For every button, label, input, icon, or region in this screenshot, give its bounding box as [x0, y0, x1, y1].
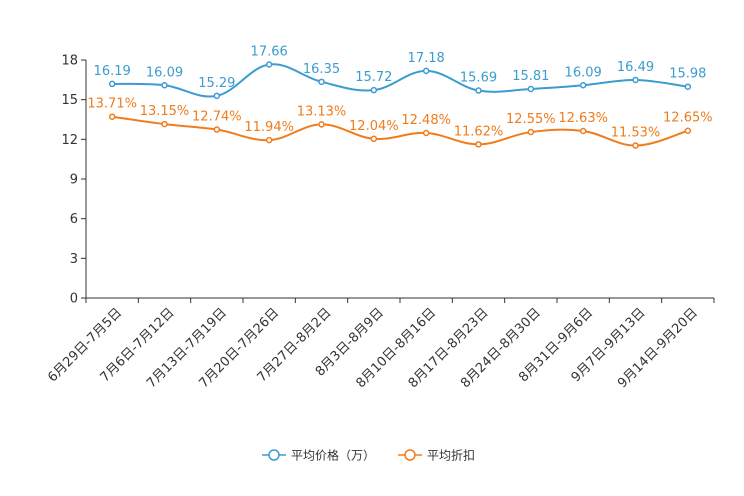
data-label: 17.66: [251, 44, 288, 59]
legend[interactable]: 平均价格（万） 平均折扣: [262, 448, 475, 463]
y-tick-label: 0: [70, 292, 78, 307]
data-point[interactable]: [422, 129, 430, 137]
series-line: [112, 63, 688, 98]
data-label: 12.55%: [506, 112, 556, 127]
y-tick-label: 9: [70, 173, 78, 188]
y-tick-label: 6: [70, 212, 78, 227]
data-label: 15.69: [460, 71, 497, 86]
data-label: 17.18: [408, 51, 445, 66]
data-label: 11.62%: [454, 124, 504, 139]
data-point[interactable]: [527, 85, 535, 93]
series-line: [112, 115, 689, 147]
data-point[interactable]: [632, 142, 639, 149]
data-point[interactable]: [579, 127, 587, 135]
data-label: 13.13%: [297, 104, 347, 119]
data-point[interactable]: [632, 76, 639, 84]
data-point[interactable]: [161, 120, 168, 128]
data-point[interactable]: [265, 136, 273, 144]
data-point[interactable]: [475, 87, 482, 94]
data-point[interactable]: [370, 86, 378, 94]
data-label: 11.53%: [611, 126, 661, 141]
data-label: 13.15%: [140, 104, 190, 119]
data-point[interactable]: [422, 67, 430, 75]
data-label: 13.71%: [87, 97, 137, 112]
y-tick-label: 18: [61, 54, 78, 69]
data-label: 16.09: [146, 65, 183, 80]
data-point[interactable]: [318, 78, 325, 86]
data-label: 15.72: [355, 70, 392, 85]
data-point[interactable]: [161, 82, 168, 89]
series-2: 13.71% 13.15% 12.74%11.94%13.13%12.04% 12.4…: [87, 97, 713, 149]
data-label: 16.09: [565, 65, 602, 80]
data-label: 12.74%: [192, 110, 242, 125]
legend-item-1[interactable]: 平均价格（万）: [262, 448, 375, 463]
data-label: 12.04%: [349, 119, 399, 134]
data-label: 12.65%: [663, 111, 713, 126]
data-point[interactable]: [527, 128, 535, 136]
data-point[interactable]: [579, 82, 587, 89]
legend-label: 平均价格（万）: [291, 448, 375, 463]
y-tick-label: 12: [61, 133, 78, 148]
data-label: 11.94%: [244, 120, 294, 135]
data-label: 12.63%: [558, 111, 608, 126]
y-tick-label: 15: [61, 93, 78, 108]
data-point[interactable]: [265, 61, 273, 68]
data-point[interactable]: [684, 127, 692, 134]
data-label: 12.48%: [401, 113, 451, 128]
legend-marker: [404, 449, 416, 461]
data-point[interactable]: [213, 92, 221, 100]
data-point[interactable]: [684, 83, 692, 90]
legend-marker: [268, 449, 280, 461]
data-point[interactable]: [108, 80, 116, 88]
y-tick-label: 3: [70, 252, 78, 267]
data-label: 15.29: [198, 76, 235, 91]
data-point[interactable]: [318, 121, 325, 128]
data-label: 15.81: [512, 69, 549, 84]
legend-item-2[interactable]: 平均折扣: [398, 448, 475, 463]
series-lines: 16.19 16.09 15.29 17.66 16.35 15.72 17.18 15.69…: [87, 44, 713, 149]
data-label: 16.49: [617, 60, 654, 75]
legend-label: 平均折扣: [427, 448, 475, 463]
series-1: 16.19 16.09 15.29 17.66 16.35 15.72 17.18 15.69…: [94, 44, 706, 100]
data-label: 16.19: [94, 64, 131, 79]
data-label: 15.98: [669, 67, 706, 82]
data-label: 16.35: [303, 62, 340, 77]
data-point[interactable]: [108, 113, 116, 120]
data-point[interactable]: [213, 126, 221, 133]
data-point[interactable]: [475, 141, 482, 148]
data-point[interactable]: [370, 135, 378, 143]
